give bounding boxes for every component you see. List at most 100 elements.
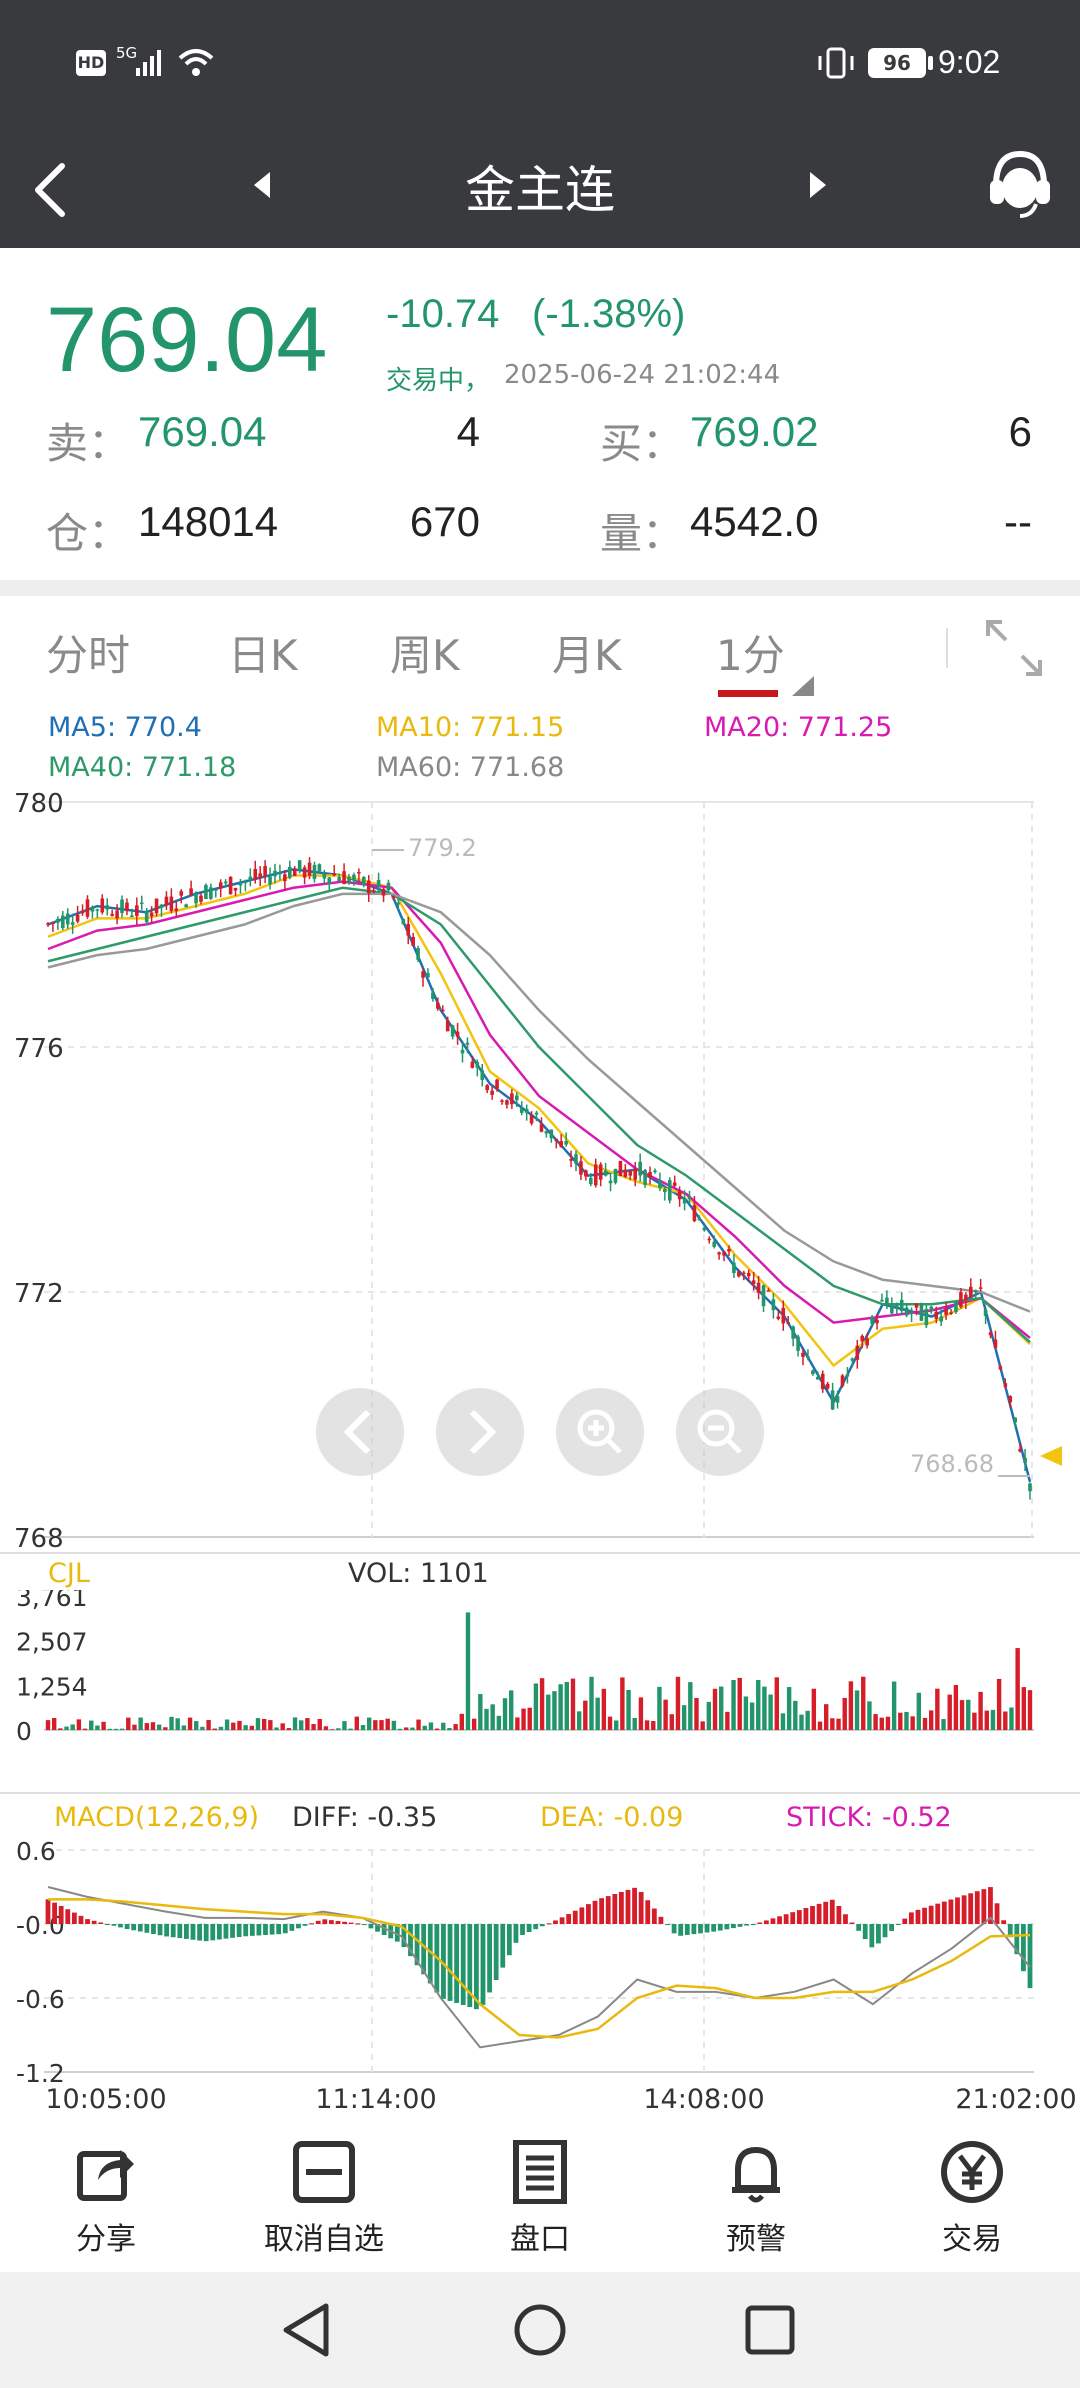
volume-bar <box>620 1677 625 1730</box>
volume-bar <box>484 1708 489 1730</box>
ma-line-ma40 <box>47 886 1031 1344</box>
zoom-in-icon <box>577 1409 622 1454</box>
volume-bar <box>107 1728 112 1730</box>
cjl-title: CJL <box>48 1558 90 1589</box>
remove-favorite-button[interactable]: 取消自选 <box>244 2140 404 2258</box>
macd-bar <box>750 1924 756 1925</box>
volume-bar <box>292 1717 298 1730</box>
candle-body <box>292 868 297 876</box>
candle-body <box>322 873 327 879</box>
candle-body <box>475 1062 480 1068</box>
macd-bar <box>974 1891 980 1924</box>
alert-button[interactable]: 预警 <box>676 2140 836 2258</box>
macd-bar <box>441 1924 446 1999</box>
macd-bar <box>144 1924 150 1933</box>
macd-bar <box>941 1901 947 1924</box>
volume-bar <box>336 1728 341 1730</box>
volume-chart[interactable]: 3,761 2,507 1,254 0 <box>0 1590 1080 1800</box>
volume-bar <box>756 1679 761 1730</box>
candle-body <box>396 902 401 905</box>
macd-bar <box>994 1903 1000 1924</box>
macd-bar <box>658 1916 664 1924</box>
system-nav-bar <box>0 2272 1080 2388</box>
tab-1min[interactable]: 1分 <box>716 631 785 680</box>
macd-bar <box>744 1924 750 1926</box>
candle-body <box>110 913 114 916</box>
tab-dropdown-icon[interactable] <box>788 674 816 698</box>
tab-monthly[interactable]: 月K <box>552 631 622 680</box>
macd-bar <box>249 1924 255 1936</box>
time-xtick: 10:05:00 <box>45 2084 166 2110</box>
nav-back-icon[interactable] <box>280 2302 334 2358</box>
volume-bar <box>904 1711 909 1730</box>
customer-service-icon[interactable] <box>986 146 1054 226</box>
tab-intraday[interactable]: 分时 <box>46 631 131 680</box>
quote-datetime: 2025-06-24 21:02:44 <box>504 360 781 390</box>
tab-daily[interactable]: 日K <box>228 631 298 680</box>
candle-body <box>139 902 144 905</box>
macd-bar <box>1021 1924 1026 1972</box>
volume-bar <box>509 1690 514 1730</box>
volume-bar <box>830 1718 835 1730</box>
candle-body <box>485 1085 489 1091</box>
volume-label: 量： <box>600 509 685 558</box>
candle-body <box>741 1272 746 1275</box>
candle-body <box>978 1287 983 1289</box>
macd-bar <box>671 1924 677 1934</box>
candle-body <box>406 924 411 936</box>
candle-body <box>263 865 267 876</box>
low-annotation: 768.68 <box>910 1450 994 1478</box>
macd-bar <box>243 1924 249 1937</box>
macd-bar <box>500 1924 506 1968</box>
zoom-out-button[interactable] <box>676 1388 764 1476</box>
nav-recents-icon[interactable] <box>744 2304 796 2356</box>
volume-bar <box>194 1721 199 1730</box>
macd-bar <box>1001 1920 1007 1924</box>
fullscreen-icon[interactable] <box>982 616 1046 680</box>
vibrate-icon <box>818 47 854 79</box>
trade-button[interactable]: 交易 <box>892 2140 1052 2258</box>
volume-bar <box>966 1699 971 1730</box>
macd-chart[interactable]: 0.6 -0.0 -0.6 -1.2 10:05:00 11:14:00 14:08:00… <box>0 1836 1080 2110</box>
candle-body <box>954 1301 958 1313</box>
candle-body <box>366 880 371 894</box>
candle-body <box>209 887 213 899</box>
candle-body <box>302 867 307 878</box>
macd-bar <box>869 1924 875 1948</box>
candle-body <box>672 1182 677 1186</box>
tab-weekly[interactable]: 周K <box>390 631 460 680</box>
candle-body <box>1013 1417 1017 1423</box>
bid-price: 769.02 <box>690 408 819 455</box>
macd-bar <box>961 1895 967 1924</box>
volume-extra: -- <box>1004 498 1032 545</box>
order-book-button[interactable]: 盘口 <box>460 2139 620 2258</box>
scroll-left-button[interactable] <box>316 1388 404 1476</box>
volume-bar <box>688 1682 693 1730</box>
macd-bar <box>704 1924 710 1933</box>
volume-bar <box>984 1710 989 1730</box>
macd-bar <box>579 1907 585 1924</box>
candle-body <box>337 877 341 882</box>
candle-body <box>431 992 435 999</box>
macd-bar <box>210 1924 216 1941</box>
volume-bar <box>564 1681 569 1730</box>
share-button[interactable]: 分享 <box>26 2140 186 2258</box>
next-contract-icon[interactable] <box>806 170 830 200</box>
candle-body <box>421 971 425 978</box>
clock: 9:02 <box>938 44 1001 80</box>
candle-body <box>835 1396 840 1403</box>
back-arrow-icon[interactable] <box>28 162 72 218</box>
candle-body <box>233 888 238 891</box>
zoom-in-button[interactable] <box>556 1388 644 1476</box>
nav-home-icon[interactable] <box>512 2302 568 2358</box>
prev-contract-icon[interactable] <box>250 170 274 200</box>
volume-bar <box>972 1712 977 1730</box>
macd-bar <box>282 1924 288 1934</box>
price-chart[interactable]: 780 776 772 768 779.2 768.68 <box>0 790 1080 1550</box>
macd-bar <box>625 1889 631 1924</box>
candle-body <box>75 914 80 922</box>
scroll-right-button[interactable] <box>436 1388 524 1476</box>
candle-body <box>56 918 60 923</box>
macd-bar <box>553 1920 558 1924</box>
candle-body <box>663 1189 667 1193</box>
